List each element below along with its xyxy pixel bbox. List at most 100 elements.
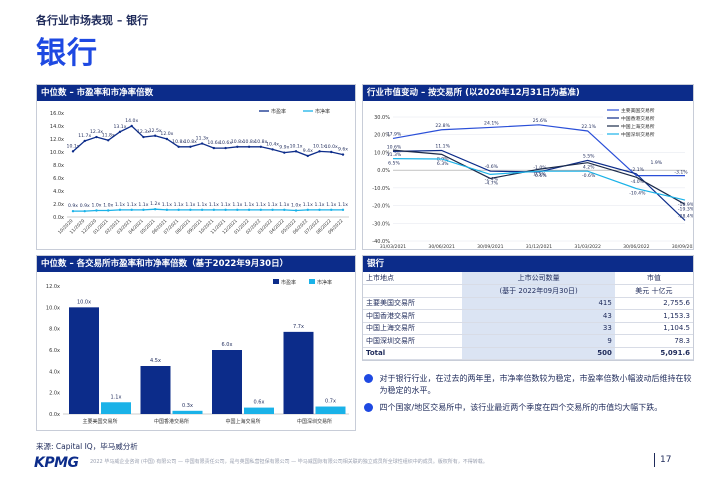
- page-title: 银行: [36, 36, 98, 71]
- data-label: 1.1x: [268, 202, 278, 208]
- data-label: 10.0x: [77, 299, 91, 305]
- data-label: -0.6%: [582, 173, 596, 179]
- bullet-1: 对于银行行业，在过去的两年里，市净率倍数较为稳定，市盈率倍数小幅波动后维持在较为…: [364, 373, 694, 397]
- x-tick-label: 30/06/2022: [623, 244, 650, 249]
- y-tick-label: 0.0x: [53, 215, 64, 221]
- bar-pe: [212, 350, 242, 414]
- data-label: 10.6x: [219, 140, 232, 146]
- data-label: 11.8x: [102, 132, 115, 138]
- data-label: 11.1%: [435, 143, 450, 149]
- data-point: [200, 142, 204, 145]
- data-label: 25.6%: [533, 118, 548, 124]
- bar-pe: [69, 307, 99, 414]
- data-label: 4.5x: [150, 358, 161, 364]
- table-subheader: (基于 2022年09月30日): [462, 284, 615, 298]
- data-point: [200, 208, 204, 212]
- data-label: 11.3x: [196, 136, 209, 142]
- y-tick-label: 10.0x: [46, 305, 60, 311]
- legend-label: 中国深圳交易所: [621, 131, 655, 138]
- data-label: -2.1%: [631, 167, 645, 173]
- x-tick-label: 中国香港交易所: [154, 418, 189, 425]
- data-label: 9.4x: [303, 148, 313, 154]
- table-row: 中国香港交易所 43 1,153.3: [363, 309, 693, 323]
- y-tick-label: -30.0%: [372, 221, 390, 227]
- data-label: 0.6x: [254, 400, 265, 406]
- data-label: 10.1x: [313, 143, 326, 149]
- data-point: [283, 208, 286, 212]
- y-tick-label: 0.0%: [377, 168, 390, 174]
- data-label: -3.1%: [674, 170, 688, 176]
- data-label: 22.8%: [435, 123, 450, 129]
- data-label: 1.1x: [138, 202, 148, 208]
- y-tick-label: 2.0x: [53, 202, 64, 208]
- bullet-text: 对于银行行业，在过去的两年里，市净率倍数较为稳定，市盈率倍数小幅波动后维持在较为…: [379, 374, 692, 395]
- series-line: [392, 149, 686, 205]
- data-point: [153, 134, 157, 137]
- data-point: [130, 208, 133, 212]
- table-cell: 主要美国交易所: [363, 297, 463, 310]
- data-label: 6.3%: [437, 161, 449, 167]
- data-point: [306, 154, 309, 158]
- x-tick-label: 30/09/2022: [672, 244, 693, 249]
- footer-disclaimer: 2022 毕马威企业咨询 (中国) 有限公司 — 中国有限责任公司，是与英国私营…: [90, 459, 488, 465]
- data-label: 5.5%: [583, 153, 595, 159]
- y-tick-label: 0.0x: [49, 412, 60, 418]
- data-label: 1.1x: [115, 202, 125, 208]
- data-label: 0.5%: [534, 171, 546, 177]
- legend-label: 市净率: [317, 279, 332, 286]
- table-subheader-row: (基于 2022年09月30日) 美元 十亿元: [363, 284, 693, 298]
- legend-swatch: [273, 279, 279, 284]
- y-tick-label: 4.0x: [49, 369, 60, 375]
- data-label: 12.5x: [149, 128, 162, 134]
- data-label: 6.5%: [388, 161, 400, 167]
- exchange-bar-chart: 0.0x 2.0x 4.0x 6.0x 8.0x 10.0x 12.0x 10.0x 1.1x 主…: [46, 279, 349, 425]
- data-point: [177, 145, 180, 148]
- data-point: [318, 208, 321, 212]
- data-label: 14.0x: [125, 118, 138, 124]
- bar-pb: [244, 407, 274, 414]
- series-line-pe: [72, 125, 344, 157]
- data-label: 6.0x: [222, 342, 233, 348]
- legend-box: [603, 105, 685, 139]
- data-label: 4.2%: [583, 165, 595, 171]
- table-cell: 1,153.3: [614, 309, 693, 323]
- data-point: [212, 208, 216, 212]
- bar-pe: [140, 366, 171, 414]
- data-label: 1.1x: [279, 202, 289, 208]
- data-label: 11.3%: [387, 152, 402, 158]
- data-label: 1.1x: [197, 202, 207, 208]
- data-label: 9.9x: [279, 145, 289, 151]
- data-point: [165, 137, 169, 141]
- exchange-pe-panel-title: 中位数 – 各交易所市盈率和市净率倍数（基于2022年9月30日）: [37, 256, 355, 272]
- section-subtitle: 各行业市场表现 – 银行: [36, 14, 149, 27]
- data-label: 10.6%: [387, 144, 402, 150]
- series-line: [392, 124, 685, 177]
- table-header: 市值: [614, 272, 693, 285]
- y-tick-label: 14.0x: [50, 124, 64, 130]
- table-subheader: 美元 十亿元: [614, 284, 693, 298]
- data-label: 12.3x: [90, 129, 103, 135]
- data-label: -28.4%: [678, 213, 693, 219]
- table-cell: 2,755.6: [614, 297, 693, 310]
- source-note: 来源: Capital IQ，毕马威分析: [36, 442, 138, 451]
- data-label: -1.0%: [533, 165, 547, 171]
- data-point: [330, 208, 333, 212]
- data-label: 1.1x: [338, 202, 348, 208]
- data-point: [294, 150, 298, 153]
- data-point: [294, 209, 298, 212]
- data-label: 13.1x: [113, 124, 126, 130]
- data-label: 1.1x: [326, 202, 336, 208]
- data-point: [189, 208, 192, 212]
- data-label: 1.0x: [291, 203, 301, 209]
- data-label: 1.1x: [244, 202, 254, 208]
- data-point: [224, 146, 227, 150]
- exchange-line-chart: -40.0% -30.0% -20.0% -10.0% 0.0% 10.0% 20.0% 30…: [372, 105, 698, 250]
- table-cell: 43: [462, 309, 615, 323]
- bullet-dot-icon: [364, 403, 373, 412]
- table-row: 中国上海交易所 33 1,104.5: [363, 322, 693, 335]
- data-label: 10.0x: [325, 144, 338, 150]
- data-point: [118, 208, 122, 212]
- pe-pb-panel: 中位数 – 市盈率和市净率倍数 0.0x 2.0x 4.0x 6.0x 8.0x 10.0…: [36, 84, 356, 250]
- series-line: [392, 149, 686, 221]
- x-tick-label: 31/12/2021: [526, 244, 553, 249]
